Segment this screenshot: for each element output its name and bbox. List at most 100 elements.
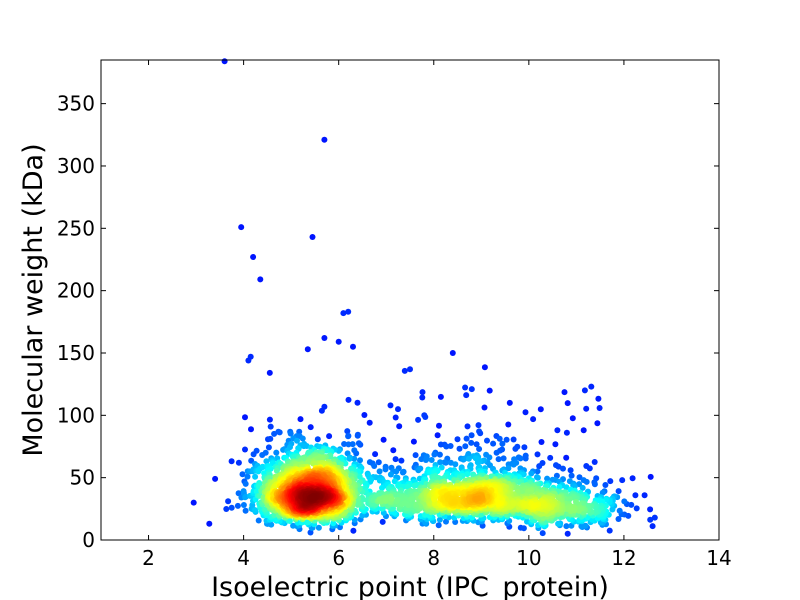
data-point [255, 517, 262, 524]
data-point [481, 364, 488, 371]
data-point [304, 346, 311, 353]
data-point [388, 495, 395, 502]
data-point [560, 465, 566, 472]
data-point [464, 471, 471, 478]
data-point [350, 343, 356, 350]
data-point [245, 357, 252, 364]
data-point [556, 484, 563, 490]
data-point [221, 58, 228, 65]
data-point [538, 439, 545, 445]
data-point [252, 507, 259, 514]
data-point [463, 435, 470, 442]
data-point [379, 518, 386, 525]
data-point [549, 476, 556, 483]
data-point [228, 458, 235, 465]
data-point [475, 495, 482, 502]
data-point [401, 500, 408, 506]
data-point [307, 424, 314, 431]
data-point [484, 493, 491, 500]
data-point [242, 414, 248, 421]
data-point [476, 446, 483, 452]
data-point [522, 409, 529, 416]
data-point [418, 456, 425, 463]
y-axis-label: Molecular weight (kDa) [18, 143, 49, 456]
data-point [522, 455, 529, 462]
data-point [266, 416, 273, 423]
data-point [530, 416, 537, 423]
data-point [591, 481, 598, 488]
data-point [465, 455, 472, 462]
data-point [583, 405, 590, 412]
data-point [345, 433, 352, 440]
data-point [495, 500, 502, 507]
data-point [276, 429, 283, 436]
data-point [311, 494, 318, 501]
data-point [296, 428, 303, 435]
data-point [544, 475, 551, 482]
data-point [555, 494, 562, 501]
data-point [372, 451, 379, 458]
data-point [534, 451, 541, 458]
data-point [436, 422, 442, 429]
data-point [326, 433, 333, 440]
x-axis-label: Isoelectric point (IPC_protein) [211, 572, 609, 600]
data-point [240, 502, 247, 508]
data-point [649, 523, 656, 530]
data-point [267, 423, 274, 430]
data-point [524, 518, 530, 525]
x-tick-label: 14 [706, 546, 731, 570]
data-point [259, 452, 266, 458]
data-point [563, 429, 570, 436]
data-point [265, 444, 272, 451]
data-point [449, 350, 456, 356]
data-point [442, 459, 449, 466]
data-point [436, 451, 443, 458]
data-point [436, 516, 443, 523]
data-point [474, 459, 481, 466]
data-point [273, 467, 280, 474]
y-tick-label: 50 [70, 466, 95, 490]
data-point [651, 514, 658, 521]
data-point [510, 461, 517, 468]
data-point [496, 435, 503, 442]
data-point [239, 471, 246, 478]
data-point [500, 455, 507, 462]
data-point [520, 525, 527, 532]
data-point [475, 422, 482, 429]
data-point [547, 454, 554, 461]
data-point [309, 234, 316, 240]
data-point [252, 473, 259, 480]
data-point [225, 498, 232, 505]
x-tick-label: 2 [142, 546, 155, 570]
data-point [223, 506, 230, 512]
data-point [307, 529, 314, 536]
data-point [415, 416, 422, 423]
data-point [379, 484, 385, 491]
data-point [255, 468, 262, 475]
data-point [437, 393, 444, 400]
x-tick-label: 8 [427, 546, 440, 570]
data-point [569, 415, 576, 422]
data-point [607, 478, 614, 485]
data-point [212, 475, 219, 482]
data-point [401, 367, 408, 374]
data-point [354, 500, 361, 507]
data-point [268, 521, 275, 528]
data-point [464, 423, 471, 430]
data-point [510, 436, 517, 443]
data-point [318, 407, 325, 414]
data-point [506, 399, 513, 406]
data-point [503, 436, 510, 443]
data-point [431, 451, 438, 458]
data-point [561, 389, 568, 396]
data-point [568, 472, 575, 479]
data-point [615, 488, 622, 495]
data-point [606, 527, 613, 534]
data-point [242, 446, 248, 453]
data-point [633, 505, 640, 512]
data-point [581, 387, 588, 394]
data-point [257, 276, 264, 283]
data-point [410, 438, 417, 445]
data-point [390, 447, 397, 454]
